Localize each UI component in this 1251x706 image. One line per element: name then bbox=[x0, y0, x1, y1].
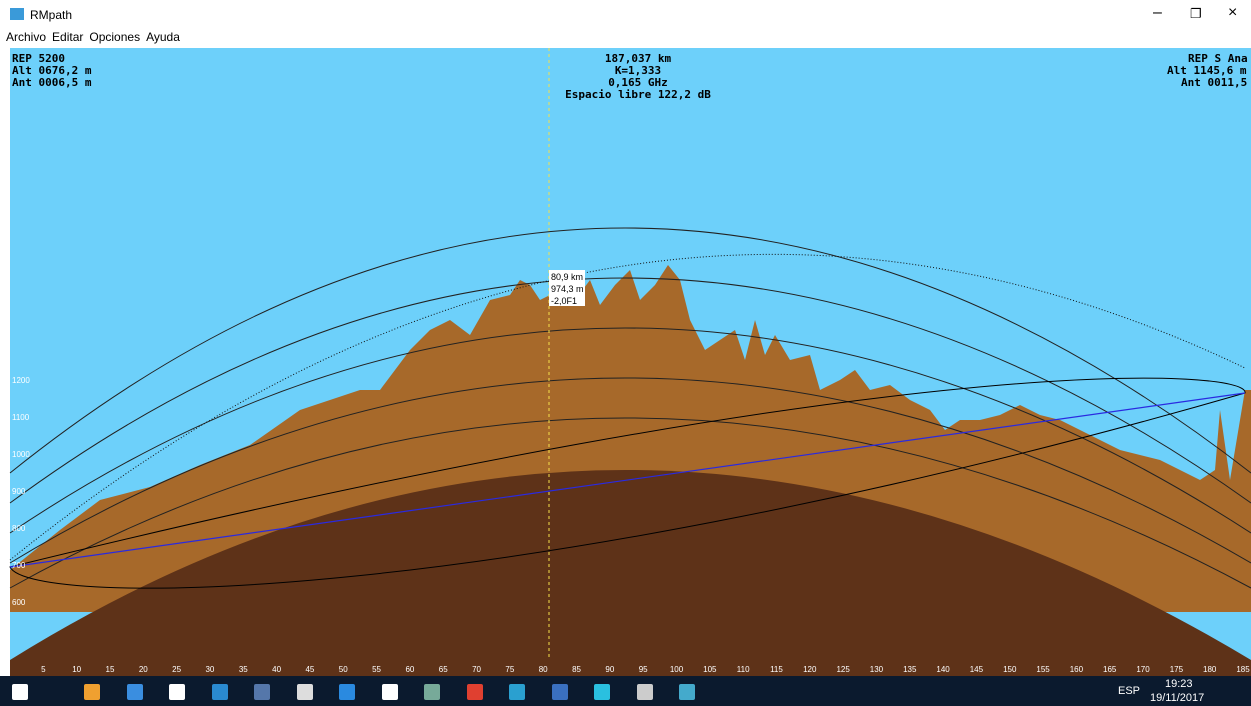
y-axis-label: 600 bbox=[12, 598, 26, 607]
menu-item[interactable]: Opciones bbox=[89, 30, 141, 44]
x-axis-label: 185 bbox=[1236, 665, 1250, 674]
earth-bulge bbox=[10, 470, 1251, 660]
cursor-box bbox=[549, 270, 585, 306]
clock-date[interactable]: 19/11/2017 bbox=[1150, 692, 1205, 704]
x-axis-label: 55 bbox=[372, 665, 381, 674]
taskbar-icon[interactable] bbox=[169, 684, 185, 700]
taskbar-icon[interactable] bbox=[84, 684, 100, 700]
x-axis-label: 80 bbox=[539, 665, 548, 674]
y-axis-label: 1100 bbox=[12, 413, 30, 422]
path-info: Espacio libre 122,2 dB bbox=[565, 88, 711, 101]
x-axis-label: 45 bbox=[305, 665, 314, 674]
x-axis-label: 65 bbox=[439, 665, 448, 674]
title-bar: RMpath – ❐ × bbox=[0, 0, 1251, 30]
x-axis-label: 20 bbox=[139, 665, 148, 674]
right-site: Alt 1145,6 m bbox=[1167, 64, 1247, 77]
x-axis-label: 145 bbox=[970, 665, 984, 674]
taskbar-icon[interactable] bbox=[636, 684, 653, 700]
left-site: REP 5200 bbox=[12, 52, 65, 65]
menu-bar: Archivo Editar Opciones Ayuda bbox=[0, 30, 1251, 48]
taskbar-icon[interactable] bbox=[509, 684, 525, 700]
taskbar-icon[interactable] bbox=[339, 684, 355, 700]
taskbar-icon[interactable] bbox=[381, 684, 398, 700]
left-site: Ant 0006,5 m bbox=[12, 76, 92, 89]
x-axis-label: 165 bbox=[1103, 665, 1117, 674]
x-axis-label: 100 bbox=[670, 665, 684, 674]
path-info: 0,165 GHz bbox=[608, 76, 668, 89]
x-axis-label: 110 bbox=[737, 665, 750, 674]
window-title: RMpath bbox=[30, 8, 73, 22]
dotted-curve bbox=[9, 253, 1246, 561]
maximize-button[interactable]: ❐ bbox=[1190, 6, 1202, 21]
cursor-label: 974,3 m bbox=[551, 284, 584, 294]
taskbar-icon[interactable] bbox=[551, 684, 568, 700]
x-axis-label: 155 bbox=[1036, 665, 1050, 674]
x-axis-label: 115 bbox=[770, 665, 783, 674]
fresnel-arcs bbox=[9, 227, 1251, 589]
y-axis-label: 700 bbox=[12, 561, 26, 570]
y-axis-label: 1200 bbox=[12, 376, 30, 385]
x-axis-label: 40 bbox=[272, 665, 281, 674]
x-axis-label: 85 bbox=[572, 665, 581, 674]
x-axis-label: 175 bbox=[1170, 665, 1184, 674]
y-axis-label: 1000 bbox=[12, 450, 30, 459]
profile-plot: 80,9 km 974,3 m -2,0F1 REP 5200 Alt 0676… bbox=[0, 48, 1251, 676]
taskbar-icon[interactable] bbox=[296, 684, 313, 700]
path-info: 187,037 km bbox=[605, 52, 672, 65]
taskbar: ESP 19:23 19/11/2017 bbox=[0, 676, 1251, 706]
line-of-sight bbox=[9, 392, 1246, 568]
x-axis-label: 120 bbox=[803, 665, 817, 674]
x-axis-label: 150 bbox=[1003, 665, 1017, 674]
x-axis-label: 10 bbox=[72, 665, 81, 674]
language[interactable]: ESP bbox=[1118, 685, 1141, 697]
close-button[interactable]: × bbox=[1228, 4, 1238, 21]
x-axis-label: 70 bbox=[472, 665, 481, 674]
menu-item[interactable]: Ayuda bbox=[146, 30, 180, 44]
taskbar-icon[interactable] bbox=[254, 684, 270, 700]
taskbar-icon[interactable] bbox=[12, 684, 28, 700]
x-axis-label: 140 bbox=[936, 665, 950, 674]
menu-item[interactable]: Editar bbox=[52, 30, 84, 44]
cursor-label: -2,0F1 bbox=[551, 296, 577, 306]
x-axis-label: 75 bbox=[505, 665, 514, 674]
taskbar-icon[interactable] bbox=[466, 684, 483, 700]
left-border bbox=[0, 48, 10, 676]
menu-item[interactable]: Archivo bbox=[6, 30, 47, 44]
cursor-label: 80,9 km bbox=[551, 272, 583, 282]
x-axis-label: 25 bbox=[172, 665, 181, 674]
clock-time[interactable]: 19:23 bbox=[1165, 678, 1193, 690]
x-axis-label: 160 bbox=[1070, 665, 1084, 674]
taskbar-icon[interactable] bbox=[211, 684, 228, 700]
right-site: Ant 0011,5 m bbox=[1181, 76, 1251, 89]
y-axis-label: 900 bbox=[12, 487, 26, 496]
x-axis-label: 5 bbox=[41, 665, 46, 674]
x-axis-label: 35 bbox=[239, 665, 248, 674]
left-site: Alt 0676,2 m bbox=[12, 64, 92, 77]
x-axis-label: 170 bbox=[1136, 665, 1150, 674]
x-axis-label: 30 bbox=[205, 665, 214, 674]
x-axis-label: 90 bbox=[605, 665, 614, 674]
path-info: K=1,333 bbox=[615, 64, 661, 77]
right-site: REP S Ana bbox=[1188, 52, 1248, 65]
x-axis-label: 105 bbox=[703, 665, 717, 674]
x-axis-label: 15 bbox=[106, 665, 115, 674]
taskbar-icon[interactable] bbox=[679, 684, 695, 700]
x-axis-label: 60 bbox=[405, 665, 414, 674]
taskbar-icon[interactable] bbox=[594, 684, 610, 700]
x-axis-label: 135 bbox=[903, 665, 917, 674]
y-axis-label: 800 bbox=[12, 524, 26, 533]
x-axis-strip bbox=[10, 660, 1251, 676]
x-axis-label: 180 bbox=[1203, 665, 1217, 674]
taskbar-icon[interactable] bbox=[424, 684, 440, 700]
taskbar-icon[interactable] bbox=[126, 684, 143, 700]
x-axis-label: 95 bbox=[639, 665, 648, 674]
minimize-button[interactable]: – bbox=[1153, 4, 1162, 21]
x-axis-label: 130 bbox=[870, 665, 884, 674]
app-icon bbox=[10, 8, 24, 20]
x-axis-label: 125 bbox=[836, 665, 850, 674]
x-axis-label: 50 bbox=[339, 665, 348, 674]
